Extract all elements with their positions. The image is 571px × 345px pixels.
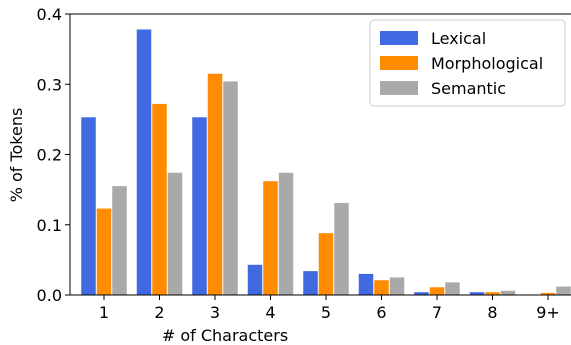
ticks-group: 0.0 0.1 0.2 0.3 0.4 1 2 3 4 5 6 7 8 9+ <box>37 5 560 322</box>
y-tick-label: 0.0 <box>37 286 62 305</box>
x-tick-label: 7 <box>432 303 442 322</box>
bar-morphological-2 <box>152 103 167 295</box>
bar-semantic-8 <box>500 290 516 295</box>
legend: Lexical Morphological Semantic <box>369 19 566 107</box>
bar-lexical-5 <box>303 271 318 295</box>
x-tick-label: 8 <box>487 303 497 322</box>
legend-swatch-lexical <box>380 31 418 45</box>
bar-lexical-7 <box>414 292 429 295</box>
bar-morphological-6 <box>374 280 389 295</box>
bar-morphological-9+ <box>540 292 556 295</box>
y-tick-label: 0.1 <box>37 216 62 235</box>
bar-lexical-8 <box>469 292 485 295</box>
x-tick-label: 4 <box>265 303 275 322</box>
y-tick-label: 0.3 <box>37 75 62 94</box>
y-tick-label: 0.2 <box>37 146 62 165</box>
bar-morphological-5 <box>318 233 334 295</box>
bar-morphological-1 <box>96 208 112 295</box>
bar-morphological-7 <box>429 287 445 295</box>
bars-group <box>81 29 571 296</box>
bar-lexical-3 <box>192 117 207 296</box>
x-tick-label: 3 <box>210 303 220 322</box>
axes-group <box>69 13 571 296</box>
bar-semantic-2 <box>167 172 183 295</box>
bar-semantic-6 <box>389 277 405 295</box>
bar-lexical-2 <box>136 29 152 296</box>
bar-morphological-3 <box>207 73 223 296</box>
bar-morphological-4 <box>263 181 278 295</box>
y-axis-label: % of Tokens <box>7 108 26 203</box>
legend-box <box>369 19 566 107</box>
bar-morphological-8 <box>485 292 500 295</box>
bar-lexical-4 <box>247 264 263 295</box>
bar-semantic-3 <box>223 81 238 295</box>
x-tick-label: 2 <box>154 303 164 322</box>
bar-semantic-5 <box>334 202 349 295</box>
legend-swatch-semantic <box>380 81 418 95</box>
bar-semantic-4 <box>278 172 294 295</box>
legend-label-semantic: Semantic <box>431 79 506 98</box>
legend-label-morphological: Morphological <box>431 54 543 73</box>
x-tick-label: 5 <box>321 303 331 322</box>
bar-semantic-7 <box>445 282 460 295</box>
x-tick-label: 1 <box>99 303 109 322</box>
x-axis-label: # of Characters <box>162 326 288 345</box>
x-tick-label: 9+ <box>536 303 560 322</box>
x-tick-label: 6 <box>376 303 386 322</box>
bar-semantic-9+ <box>556 286 571 295</box>
y-tick-label: 0.4 <box>37 5 62 24</box>
legend-swatch-morphological <box>380 56 418 70</box>
bar-semantic-1 <box>112 186 127 295</box>
bar-lexical-1 <box>81 117 96 296</box>
legend-label-lexical: Lexical <box>431 29 486 48</box>
bar-lexical-6 <box>358 273 374 295</box>
